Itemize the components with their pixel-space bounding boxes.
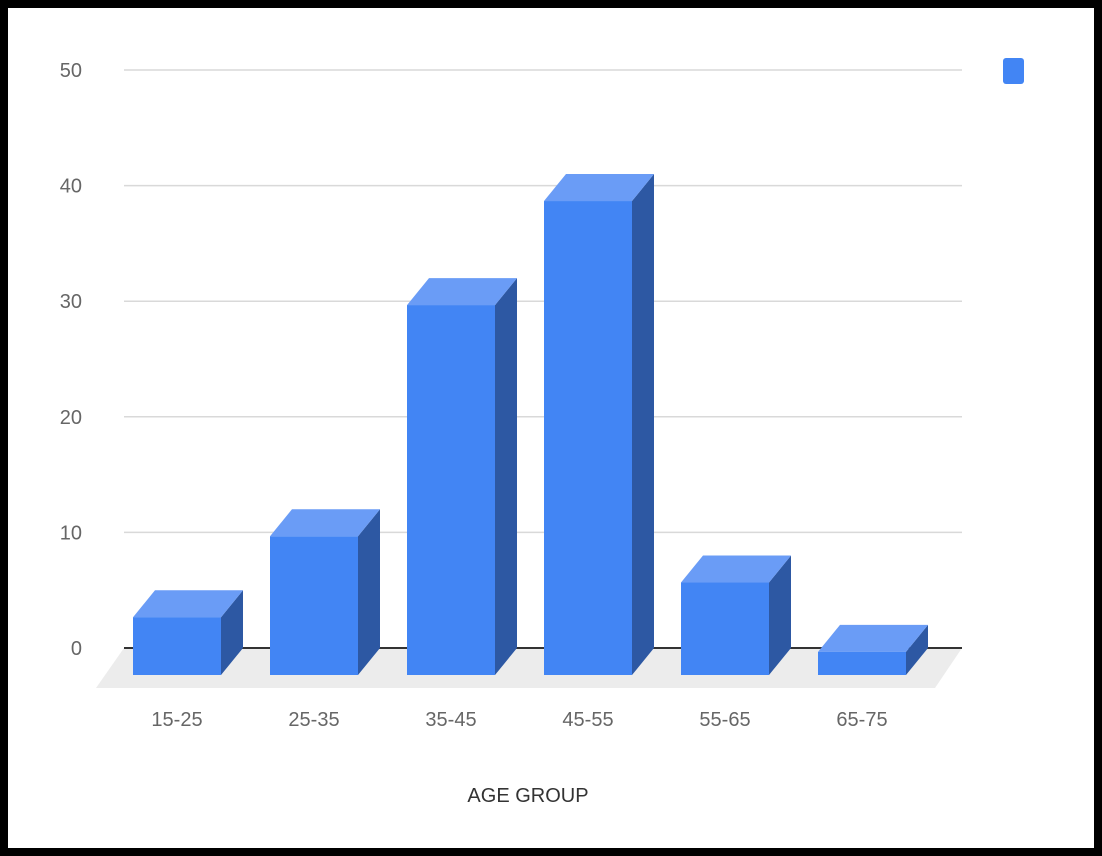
x-tick-label: 25-35 (288, 709, 339, 731)
bar-top-35-45 (407, 278, 517, 306)
bar-top-55-65 (681, 555, 791, 583)
bar-45-55 (544, 174, 654, 676)
y-tick-label: 50 (60, 60, 82, 82)
bar-top-25-35 (270, 509, 380, 537)
y-tick-label: 10 (60, 522, 82, 544)
bar-front-45-55 (544, 201, 632, 676)
bar-15-25 (133, 590, 243, 675)
bar-side-55-65 (769, 555, 791, 675)
y-axis-ticks: 0 10 20 30 40 50 (60, 60, 82, 660)
legend-swatch-series-1 (1003, 58, 1024, 84)
bar-side-45-55 (632, 174, 654, 676)
y-tick-label: 20 (60, 407, 82, 429)
bar-35-45 (407, 278, 517, 675)
y-tick-label: 0 (71, 638, 82, 660)
bar-front-25-35 (270, 536, 358, 675)
legend (1003, 58, 1024, 84)
bar-side-35-45 (495, 278, 517, 675)
x-tick-label: 15-25 (151, 709, 202, 731)
gridlines (124, 69, 962, 649)
bar-front-55-65 (681, 582, 769, 675)
bar-front-35-45 (407, 305, 495, 675)
x-tick-label: 35-45 (425, 709, 476, 731)
x-tick-label: 55-65 (699, 709, 750, 731)
x-tick-label: 65-75 (836, 709, 887, 731)
x-axis-ticks: 15-25 25-35 35-45 45-55 55-65 65-75 (151, 709, 887, 731)
bar-top-65-75 (818, 624, 928, 652)
x-axis-title: AGE GROUP (467, 785, 588, 807)
bar-top-45-55 (544, 174, 654, 202)
bar-65-75 (818, 624, 928, 675)
bars (133, 174, 928, 676)
bar-front-15-25 (133, 617, 221, 675)
bar-side-65-75 (906, 624, 928, 675)
x-tick-label: 45-55 (562, 709, 613, 731)
bar-top-15-25 (133, 590, 243, 618)
bar-25-35 (270, 509, 380, 675)
bar-side-25-35 (358, 509, 380, 675)
bar-side-15-25 (221, 590, 243, 675)
bar-front-65-75 (818, 651, 906, 675)
bar-55-65 (681, 555, 791, 675)
y-tick-label: 30 (60, 291, 82, 313)
y-tick-label: 40 (60, 176, 82, 198)
